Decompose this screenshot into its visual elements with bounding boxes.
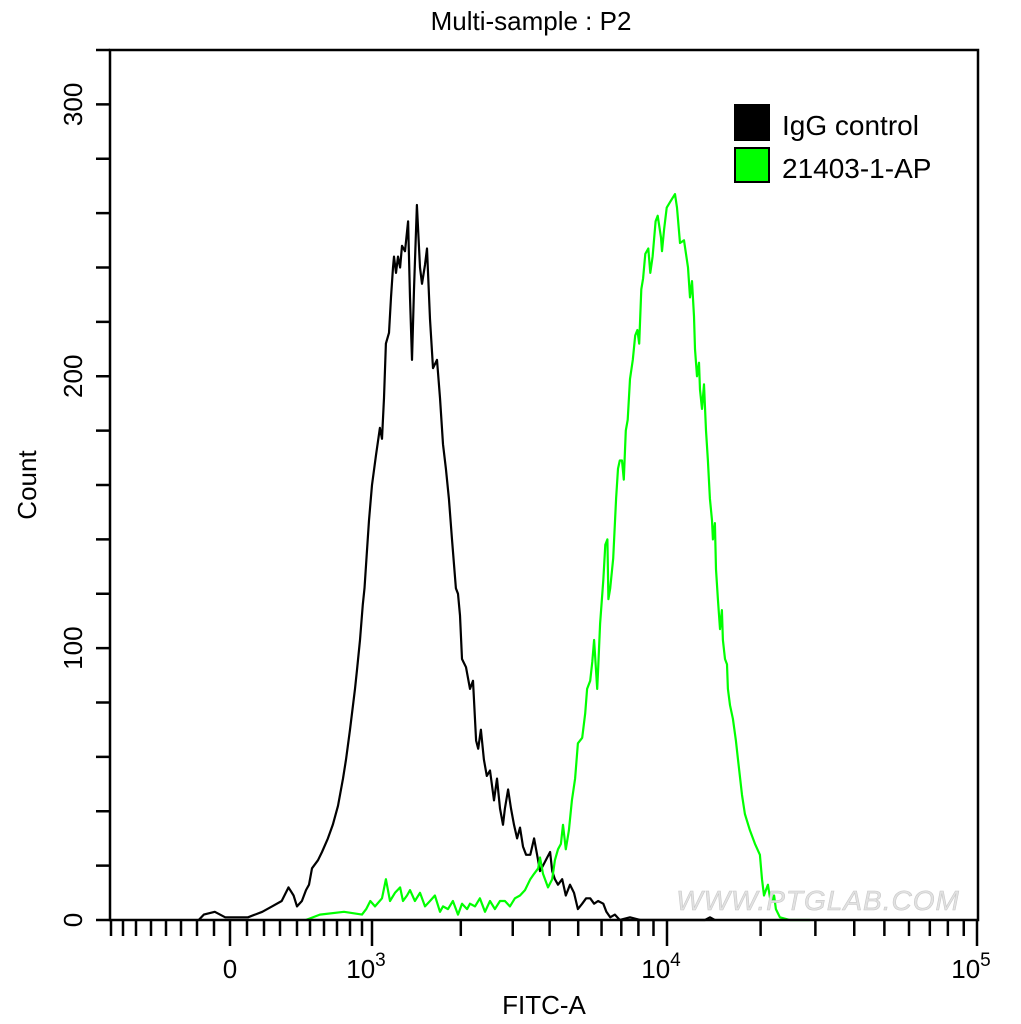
chart-title: Multi-sample : P2: [431, 6, 632, 36]
y-tick-label: 0: [58, 913, 88, 927]
x-axis: 0 103 104 105: [109, 920, 991, 984]
legend-swatch-igg-control: [734, 104, 770, 141]
y-axis-title: Count: [12, 450, 42, 520]
y-axis: 0 100 200 300: [58, 48, 110, 927]
legend-label-21403-1-ap: 21403-1-AP: [782, 153, 931, 184]
plot-area: [197, 193, 810, 922]
watermark: WWW.PTGLAB.COM: [676, 885, 960, 916]
y-tick-label: 300: [58, 83, 88, 126]
x-tick-label: 104: [641, 950, 681, 984]
legend-swatch-21403-1-ap: [734, 147, 770, 183]
legend: IgG control 21403-1-AP: [734, 104, 931, 184]
y-tick-label: 200: [58, 355, 88, 398]
legend-label-igg-control: IgG control: [782, 110, 919, 141]
y-tick-label: 100: [58, 626, 88, 669]
series-line-igg-control: [197, 203, 716, 922]
x-tick-label: 105: [951, 950, 991, 984]
series-line-21403-1-ap: [305, 193, 810, 922]
x-tick-label: 103: [346, 950, 386, 984]
x-tick-label: 0: [223, 954, 237, 984]
x-axis-title: FITC-A: [502, 990, 586, 1020]
